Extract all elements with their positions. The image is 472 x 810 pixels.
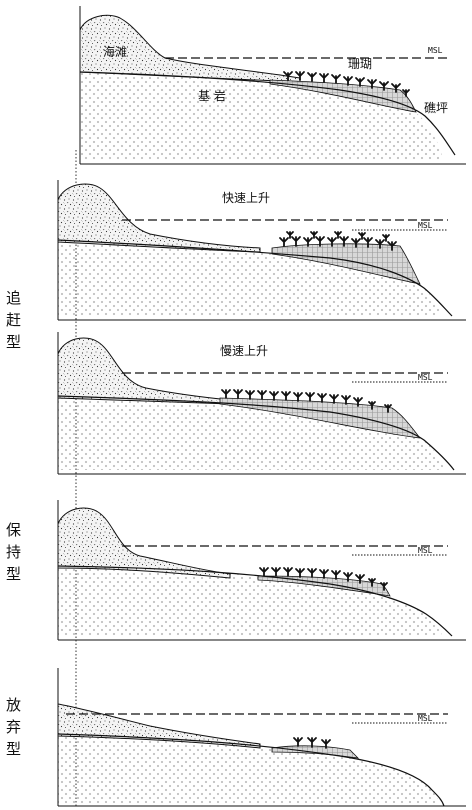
bedrock-label: 基 岩 [198,88,226,103]
catch-up-char-1: 追 [6,289,21,307]
panel-4-msl-label: MSL [418,546,433,555]
panel-4-seafloor [57,565,453,637]
panel-5-bedrock [58,734,439,804]
panel-4: MSL [57,500,466,641]
panel-2-corals [279,231,397,251]
keep-up-char-2: 持 [6,543,21,561]
panel-1-bedrock [80,72,442,160]
panel-1-msl-label: MSL [428,46,443,55]
panel-2: MSL 快速上升 [57,180,466,321]
panel-3-corals [221,389,392,413]
type-label-keep-up: 保 持 型 [6,521,21,583]
panel-1-corals [283,71,410,97]
panel-2-seafloor [57,239,453,317]
catch-up-char-2: 赶 [6,311,21,329]
panel-4-bedrock [58,566,442,636]
panel-3-reef [219,397,421,439]
give-up-char-2: 弃 [6,718,21,736]
panel-2-axes [57,180,466,321]
keep-up-char-1: 保 [6,521,21,539]
panel-1-seafloor [79,71,456,156]
panel-2-beach [57,183,261,253]
give-up-char-3: 型 [6,740,21,758]
panel-5-axes [57,668,466,807]
panel-1-axes [79,6,466,165]
panel-3-rise-label: 慢速上升 [220,344,268,358]
panel-5-beach [57,703,261,749]
panel-4-beach [57,507,231,579]
panel-3-seafloor [57,395,455,471]
panel-3: MSL 慢速上升 [57,332,466,475]
beach-label: 海滩 [103,44,127,59]
panel-5-msl-label: MSL [418,714,433,723]
panel-2-reef [271,243,421,285]
panel-2-msl-label: MSL [418,221,433,230]
type-label-give-up: 放 弃 型 [6,696,21,758]
panel-1: MSL 海滩 珊瑚 基 岩 礁坪 [79,6,466,165]
give-up-char-1: 放 [6,696,21,714]
panel-4-axes [57,500,466,641]
type-label-catch-up: 追 赶 型 [6,289,21,351]
panel-3-axes [57,332,466,475]
panel-2-rise-label: 快速上升 [222,191,270,205]
reef-flat-label: 礁坪 [424,100,448,115]
panel-5-corals [293,737,331,749]
panel-4-corals [259,567,388,591]
panel-5-seafloor [57,733,445,807]
panel-4-reef [257,575,391,597]
panel-3-msl-label: MSL [418,373,433,382]
panel-3-beach [57,337,231,405]
catch-up-char-3: 型 [6,333,21,351]
keep-up-char-3: 型 [6,565,21,583]
coral-label: 珊瑚 [348,56,372,71]
panel-5: MSL [57,668,466,807]
